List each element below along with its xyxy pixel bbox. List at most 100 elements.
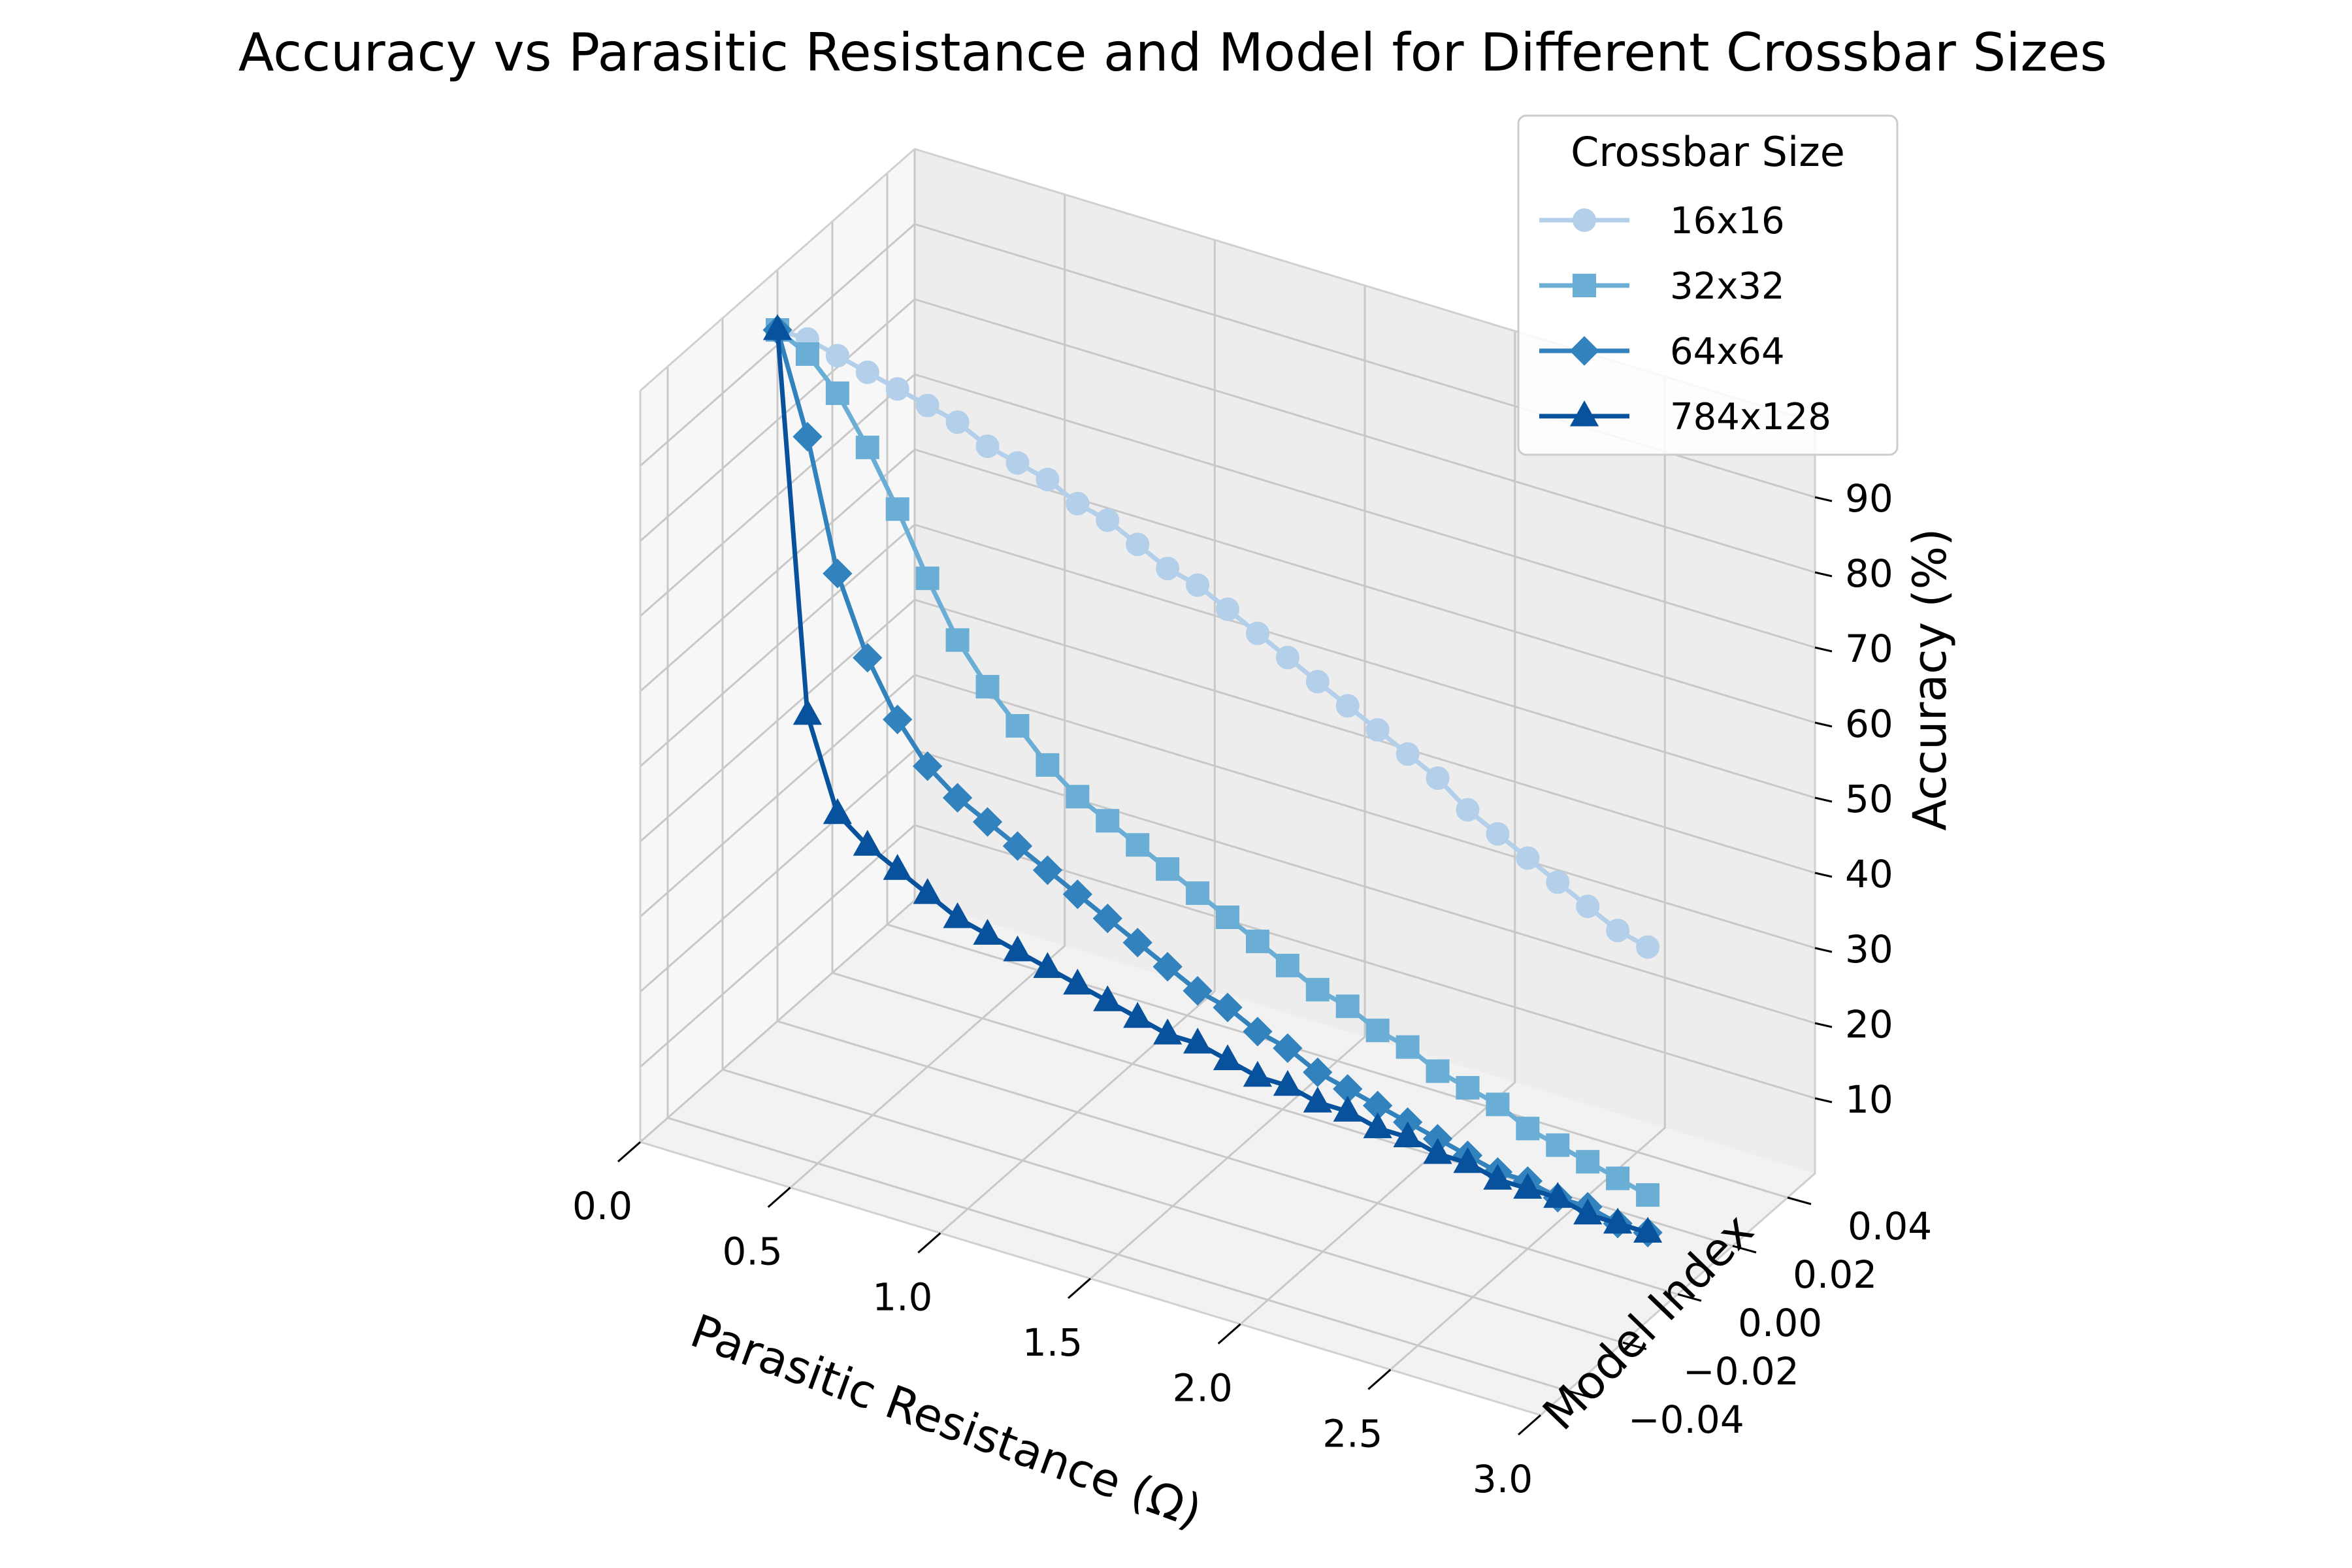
legend-label: 64x64 — [1670, 331, 1785, 373]
data-point — [1573, 1198, 1603, 1225]
data-point — [1126, 532, 1150, 557]
data-point — [853, 643, 883, 673]
x-tick-label: 0.5 — [723, 1230, 783, 1274]
data-point — [1543, 1182, 1573, 1208]
legend-entry: 32x32 — [1539, 265, 1785, 308]
axes-ticks: 0.0 0.5 1.0 1.5 2.0 2.5 3.0 −0.04−0.020.000.020… — [572, 476, 1932, 1501]
legend: Crossbar Size 16x16 32x32 64x64 784x128 — [1517, 114, 1899, 456]
z-grid-line — [640, 223, 1816, 498]
data-point — [1456, 798, 1480, 822]
x-tick-label: 2.5 — [1322, 1411, 1382, 1456]
z-tick-mark — [1814, 1097, 1833, 1103]
z-axis-label: Accuracy (%) — [1903, 529, 1957, 831]
z-grid-line — [640, 824, 1816, 1100]
data-point — [1606, 919, 1630, 943]
x-tick-mark — [1068, 1277, 1091, 1299]
data-point — [885, 377, 909, 401]
data-point — [1092, 904, 1122, 934]
data-point — [823, 798, 853, 825]
x-tick-label: 1.5 — [1022, 1320, 1083, 1365]
data-point — [1393, 1121, 1422, 1147]
axis-edge — [640, 148, 915, 392]
y-tick-mark — [1622, 1341, 1647, 1350]
data-point — [1305, 670, 1330, 694]
data-point — [945, 410, 970, 434]
data-point — [1365, 718, 1390, 742]
y-tick-label: −0.04 — [1628, 1397, 1744, 1442]
data-point — [915, 566, 939, 591]
z-tick-label: 90 — [1845, 476, 1893, 521]
data-point — [1546, 870, 1570, 894]
x-tick-label: 1.0 — [872, 1275, 932, 1319]
data-point — [942, 783, 973, 813]
z-tick-label: 80 — [1845, 551, 1893, 596]
data-point — [1005, 451, 1030, 475]
z-tick-label: 60 — [1845, 702, 1893, 746]
data-point — [795, 342, 819, 366]
data-point — [972, 807, 1003, 837]
data-point — [1576, 894, 1600, 919]
z-grid-line — [640, 674, 1816, 949]
chart-title: Accuracy vs Parasitic Resistance and Mod… — [238, 22, 2107, 83]
z-tick-mark — [1814, 496, 1833, 502]
legend-label: 16x16 — [1670, 200, 1785, 242]
x-grid-line — [1239, 331, 1516, 1325]
data-point — [1066, 785, 1090, 809]
legend-marker — [1573, 208, 1596, 232]
data-point — [943, 902, 972, 928]
data-point — [1032, 855, 1063, 885]
data-point — [1335, 994, 1360, 1019]
data-point — [1275, 645, 1299, 670]
data-point — [1243, 1060, 1273, 1087]
x-grid-line — [1390, 376, 1666, 1371]
z-tick-mark — [1814, 1022, 1833, 1028]
x-tick-mark — [767, 1186, 791, 1208]
y-grid-line — [666, 367, 1569, 1392]
legend-box — [1517, 114, 1899, 456]
data-point — [883, 704, 913, 734]
data-point — [1333, 1096, 1362, 1122]
x-tick-mark — [917, 1232, 941, 1254]
data-point — [762, 314, 792, 340]
x-tick-label: 3.0 — [1473, 1457, 1533, 1501]
x-tick-label: 0.0 — [572, 1184, 632, 1228]
data-point — [1335, 694, 1360, 718]
data-point — [1152, 951, 1183, 982]
x-tick-mark — [617, 1141, 641, 1163]
data-point — [1062, 879, 1093, 909]
data-point — [1245, 929, 1269, 953]
data-point — [1156, 857, 1180, 881]
data-point — [1066, 491, 1090, 515]
data-point — [1453, 1147, 1482, 1173]
data-point — [883, 854, 912, 880]
data-point — [1186, 881, 1210, 906]
data-point — [1396, 742, 1420, 766]
data-series — [762, 314, 1663, 1248]
data-point — [975, 434, 1000, 459]
y-tick-label: 0.02 — [1793, 1252, 1877, 1297]
data-point — [1426, 766, 1450, 791]
data-point — [1546, 1133, 1570, 1157]
data-point — [1303, 1057, 1333, 1087]
series-32x32 — [766, 318, 1660, 1207]
x-tick-mark — [1217, 1323, 1241, 1345]
data-point — [1516, 846, 1540, 870]
x-tick-label: 2.0 — [1173, 1366, 1233, 1411]
z-tick-label: 30 — [1845, 927, 1893, 972]
data-point — [1516, 1117, 1540, 1141]
data-point — [1576, 1150, 1600, 1174]
data-point — [1183, 975, 1213, 1006]
data-point — [1036, 467, 1060, 491]
x-tick-mark — [1367, 1369, 1392, 1390]
data-point — [1123, 1002, 1152, 1028]
legend-marker — [1569, 400, 1599, 427]
data-point — [792, 698, 823, 725]
data-point — [853, 830, 882, 856]
data-point — [1243, 1017, 1273, 1047]
series-784x128 — [762, 314, 1663, 1243]
data-point — [1122, 928, 1152, 958]
data-point — [1036, 753, 1060, 777]
z-grid-line — [640, 298, 1816, 574]
data-point — [973, 919, 1002, 945]
